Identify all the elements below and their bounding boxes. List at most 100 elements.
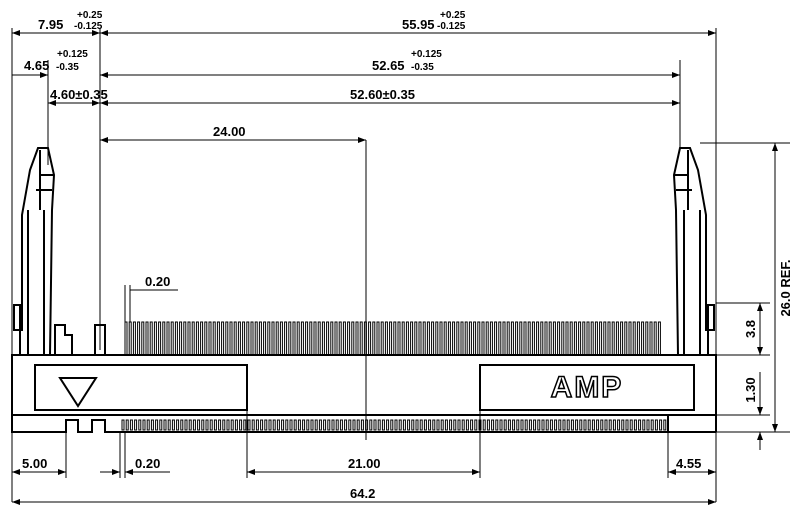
pin: [657, 321, 661, 356]
pin: [263, 321, 267, 356]
pin: [230, 419, 234, 431]
pin: [218, 419, 222, 431]
pin: [221, 321, 225, 356]
pin: [579, 419, 583, 431]
pin: [348, 419, 352, 431]
pin: [582, 321, 586, 356]
pin: [284, 321, 288, 356]
pin: [423, 419, 427, 431]
pin: [621, 419, 625, 431]
pin: [296, 321, 300, 356]
pin: [402, 419, 406, 431]
pin: [200, 321, 204, 356]
pin: [162, 321, 166, 356]
pin: [620, 321, 624, 356]
pin: [481, 321, 485, 356]
pin: [292, 321, 296, 356]
pin: [326, 321, 330, 356]
dim-label: 1.30: [743, 377, 758, 402]
pin: [289, 419, 293, 431]
pin: [225, 321, 229, 356]
pin: [523, 321, 527, 356]
pin: [418, 321, 422, 356]
pin: [344, 419, 348, 431]
pin: [453, 419, 457, 431]
pin: [150, 419, 154, 431]
pin: [444, 419, 448, 431]
pin: [317, 321, 321, 356]
pin: [386, 419, 390, 431]
pin: [465, 419, 469, 431]
pin: [213, 419, 217, 431]
pin: [545, 419, 549, 431]
pin: [355, 321, 359, 356]
pin: [515, 321, 519, 356]
pin: [174, 321, 178, 356]
pin: [327, 419, 331, 431]
dim-label: 26.0 REF.: [778, 259, 792, 316]
pin: [482, 419, 486, 431]
pin: [611, 321, 615, 356]
pin: [653, 321, 657, 356]
pin: [394, 419, 398, 431]
pin: [612, 419, 616, 431]
pin: [229, 321, 233, 356]
pin: [617, 419, 621, 431]
pin: [507, 419, 511, 431]
pin: [293, 419, 297, 431]
pin: [519, 321, 523, 356]
pin: [552, 321, 556, 356]
pin: [478, 419, 482, 431]
pin: [376, 321, 380, 356]
pin: [477, 321, 481, 356]
pin: [638, 419, 642, 431]
pin: [281, 419, 285, 431]
pin: [267, 321, 271, 356]
pin: [242, 321, 246, 356]
pin: [268, 419, 272, 431]
pin: [473, 321, 477, 356]
pin: [499, 419, 503, 431]
pin: [356, 419, 360, 431]
pin: [414, 321, 418, 356]
pin: [155, 419, 159, 431]
pin: [246, 321, 250, 356]
pin: [260, 419, 264, 431]
pin: [121, 419, 125, 431]
pin: [510, 321, 514, 356]
pin: [309, 321, 313, 356]
pin: [138, 419, 142, 431]
pin: [167, 419, 171, 431]
pin: [197, 419, 201, 431]
pin: [216, 321, 220, 356]
pin: [313, 321, 317, 356]
pin: [279, 321, 283, 356]
pin: [275, 321, 279, 356]
pin: [642, 419, 646, 431]
pin: [276, 419, 280, 431]
pin: [443, 321, 447, 356]
dim-tol-minus: -0.35: [56, 62, 79, 73]
pin: [134, 419, 138, 431]
pin: [594, 321, 598, 356]
pin: [569, 321, 573, 356]
dim-tol-plus: +0.125: [411, 49, 442, 60]
pin: [170, 321, 174, 356]
pin: [489, 321, 493, 356]
pin: [604, 419, 608, 431]
pin: [570, 419, 574, 431]
pin: [145, 321, 149, 356]
dim-value: 7.95: [38, 17, 63, 32]
dim-label: 5.00: [22, 456, 47, 471]
pin: [335, 419, 339, 431]
dim-value: 4.65: [24, 58, 49, 73]
pin: [615, 321, 619, 356]
pin: [300, 321, 304, 356]
pin: [607, 321, 611, 356]
pin: [271, 321, 275, 356]
pin: [439, 321, 443, 356]
dim-label: 4.55: [676, 456, 701, 471]
pin: [540, 321, 544, 356]
pin: [137, 321, 141, 356]
